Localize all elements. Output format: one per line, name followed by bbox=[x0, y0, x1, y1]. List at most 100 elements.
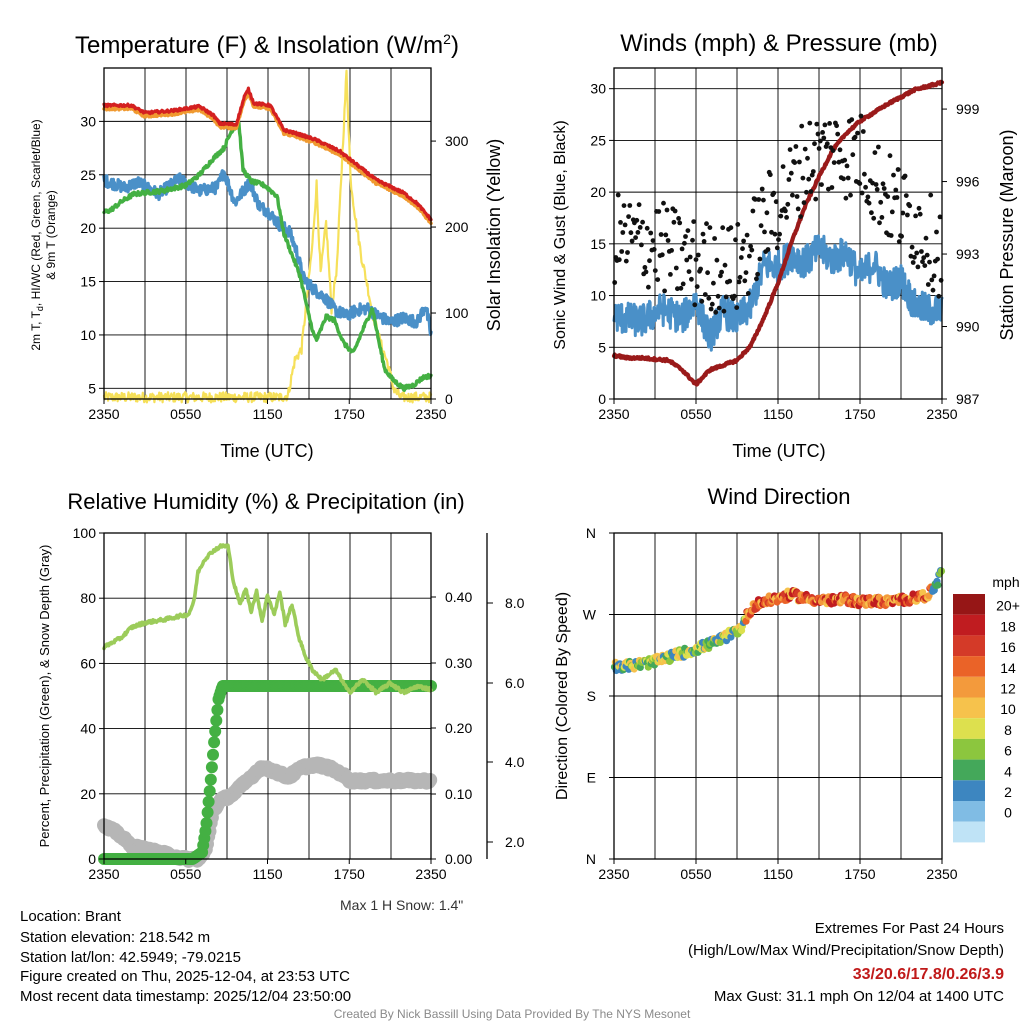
gust-point bbox=[794, 194, 800, 199]
gust-point bbox=[909, 244, 915, 250]
gust-point bbox=[880, 181, 886, 187]
gust-point bbox=[738, 255, 744, 260]
gust-point bbox=[805, 155, 810, 161]
rh-snow-points bbox=[97, 756, 438, 868]
gust-point bbox=[634, 217, 640, 223]
rh-ytick-label-5: 100 bbox=[73, 525, 97, 541]
gust-point bbox=[810, 169, 816, 174]
gust-point bbox=[895, 167, 901, 172]
gust-point bbox=[923, 235, 929, 241]
colorbar-label-9: 2 bbox=[1004, 784, 1012, 800]
gust-point bbox=[820, 130, 825, 135]
gust-point bbox=[757, 256, 763, 262]
gust-point bbox=[924, 252, 930, 258]
colorbar-label-7: 6 bbox=[1004, 743, 1012, 759]
gust-point bbox=[819, 182, 824, 188]
precip-point bbox=[203, 785, 216, 798]
gust-point bbox=[715, 293, 721, 299]
gust-point bbox=[628, 230, 634, 236]
precip-point bbox=[202, 795, 215, 808]
gust-point bbox=[655, 277, 661, 282]
gust-point bbox=[863, 184, 868, 190]
temp-xtick-label-4: 2350 bbox=[415, 406, 446, 422]
gust-point bbox=[672, 208, 678, 214]
rh-title: Relative Humidity (%) & Precipitation (i… bbox=[67, 489, 464, 514]
gust-point bbox=[769, 229, 774, 235]
wind-y2label: Station Pressure (Maroon) bbox=[997, 129, 1017, 340]
gust-point bbox=[748, 243, 753, 249]
snow-point bbox=[423, 773, 438, 787]
gust-point bbox=[694, 284, 700, 289]
wind-pressure-line bbox=[611, 79, 945, 387]
gust-point bbox=[896, 239, 902, 245]
gust-point bbox=[661, 200, 666, 206]
gust-point bbox=[750, 208, 756, 214]
wind-ytick-label-0: 0 bbox=[598, 391, 606, 407]
wind-y2tick-label-1: 990 bbox=[956, 319, 980, 335]
dir-ylabel: Direction (Colored By Speed) bbox=[554, 592, 571, 800]
extremes-subtitle: (High/Low/Max Wind/Precipitation/Snow De… bbox=[688, 942, 1004, 959]
gust-point bbox=[620, 230, 626, 235]
gust-point bbox=[913, 213, 918, 219]
gust-point bbox=[872, 150, 878, 156]
temp-windchill-line bbox=[102, 169, 433, 337]
gust-point bbox=[827, 121, 832, 126]
temp-y2label: Solar Insolation (Yellow) bbox=[484, 139, 504, 331]
gust-point bbox=[773, 199, 779, 205]
rh-y3tick-label-3: 8.0 bbox=[505, 595, 525, 611]
gust-point bbox=[701, 239, 707, 244]
gust-point bbox=[878, 199, 884, 205]
temp-xtick-label-2: 1150 bbox=[252, 406, 282, 422]
rh-ytick-label-0: 0 bbox=[88, 851, 96, 867]
gust-point bbox=[876, 144, 881, 150]
direction-point bbox=[919, 589, 927, 597]
dir-xtick-label-3: 1750 bbox=[844, 866, 875, 882]
gust-point bbox=[629, 238, 635, 244]
gust-point bbox=[859, 190, 865, 196]
gust-point bbox=[784, 215, 789, 220]
colorbar-label-0: 20+ bbox=[996, 598, 1020, 614]
wind-ylabel: Sonic Wind & Gust (Blue, Black) bbox=[552, 120, 569, 349]
rh-y2tick-label-4: 0.40 bbox=[445, 589, 472, 605]
extremes-title: Extremes For Past 24 Hours bbox=[814, 920, 1004, 937]
colorbar-swatch-7 bbox=[953, 738, 985, 760]
wind-title: Winds (mph) & Pressure (mb) bbox=[620, 30, 937, 57]
precip-point bbox=[209, 725, 222, 738]
gust-point bbox=[642, 265, 648, 270]
gust-point bbox=[664, 207, 670, 213]
rh-xtick-label-4: 2350 bbox=[415, 866, 446, 882]
gust-point bbox=[764, 210, 770, 216]
dir-xtick-label-0: 2350 bbox=[598, 866, 629, 882]
temp-ytick-label-2: 15 bbox=[80, 274, 96, 290]
precip-point bbox=[200, 817, 213, 830]
info-latlon: Station lat/lon: 42.5949; -79.0215 bbox=[20, 949, 242, 966]
precip-point bbox=[201, 806, 214, 819]
gust-point bbox=[662, 288, 667, 294]
gust-point bbox=[824, 141, 830, 147]
temp-ylabel: 2m T, Td, HI/WC (Red, Green, Scarlet/Blu… bbox=[29, 119, 45, 350]
direction-point bbox=[934, 581, 942, 589]
gust-point bbox=[767, 172, 773, 178]
gust-point bbox=[807, 120, 813, 126]
wind-y2tick-label-2: 993 bbox=[956, 246, 980, 262]
rh-y2tick-label-2: 0.20 bbox=[445, 720, 472, 736]
temp-y2tick-label-2: 200 bbox=[445, 219, 469, 235]
gust-point bbox=[745, 291, 751, 296]
gust-point bbox=[675, 286, 680, 292]
gust-point bbox=[711, 280, 716, 286]
temp-xtick-label-0: 2350 bbox=[88, 406, 119, 422]
gust-point bbox=[799, 123, 805, 129]
gust-point bbox=[934, 229, 939, 235]
gust-point bbox=[762, 229, 767, 235]
gust-point bbox=[646, 284, 651, 290]
gust-point bbox=[815, 131, 821, 137]
dir-ytick-label-4: N bbox=[586, 525, 596, 541]
gust-point bbox=[650, 238, 656, 244]
gust-point bbox=[747, 253, 752, 259]
gust-point bbox=[816, 146, 822, 151]
gust-point bbox=[852, 134, 858, 140]
gust-point bbox=[785, 201, 791, 207]
gust-point bbox=[778, 213, 784, 219]
gust-point bbox=[905, 212, 910, 218]
